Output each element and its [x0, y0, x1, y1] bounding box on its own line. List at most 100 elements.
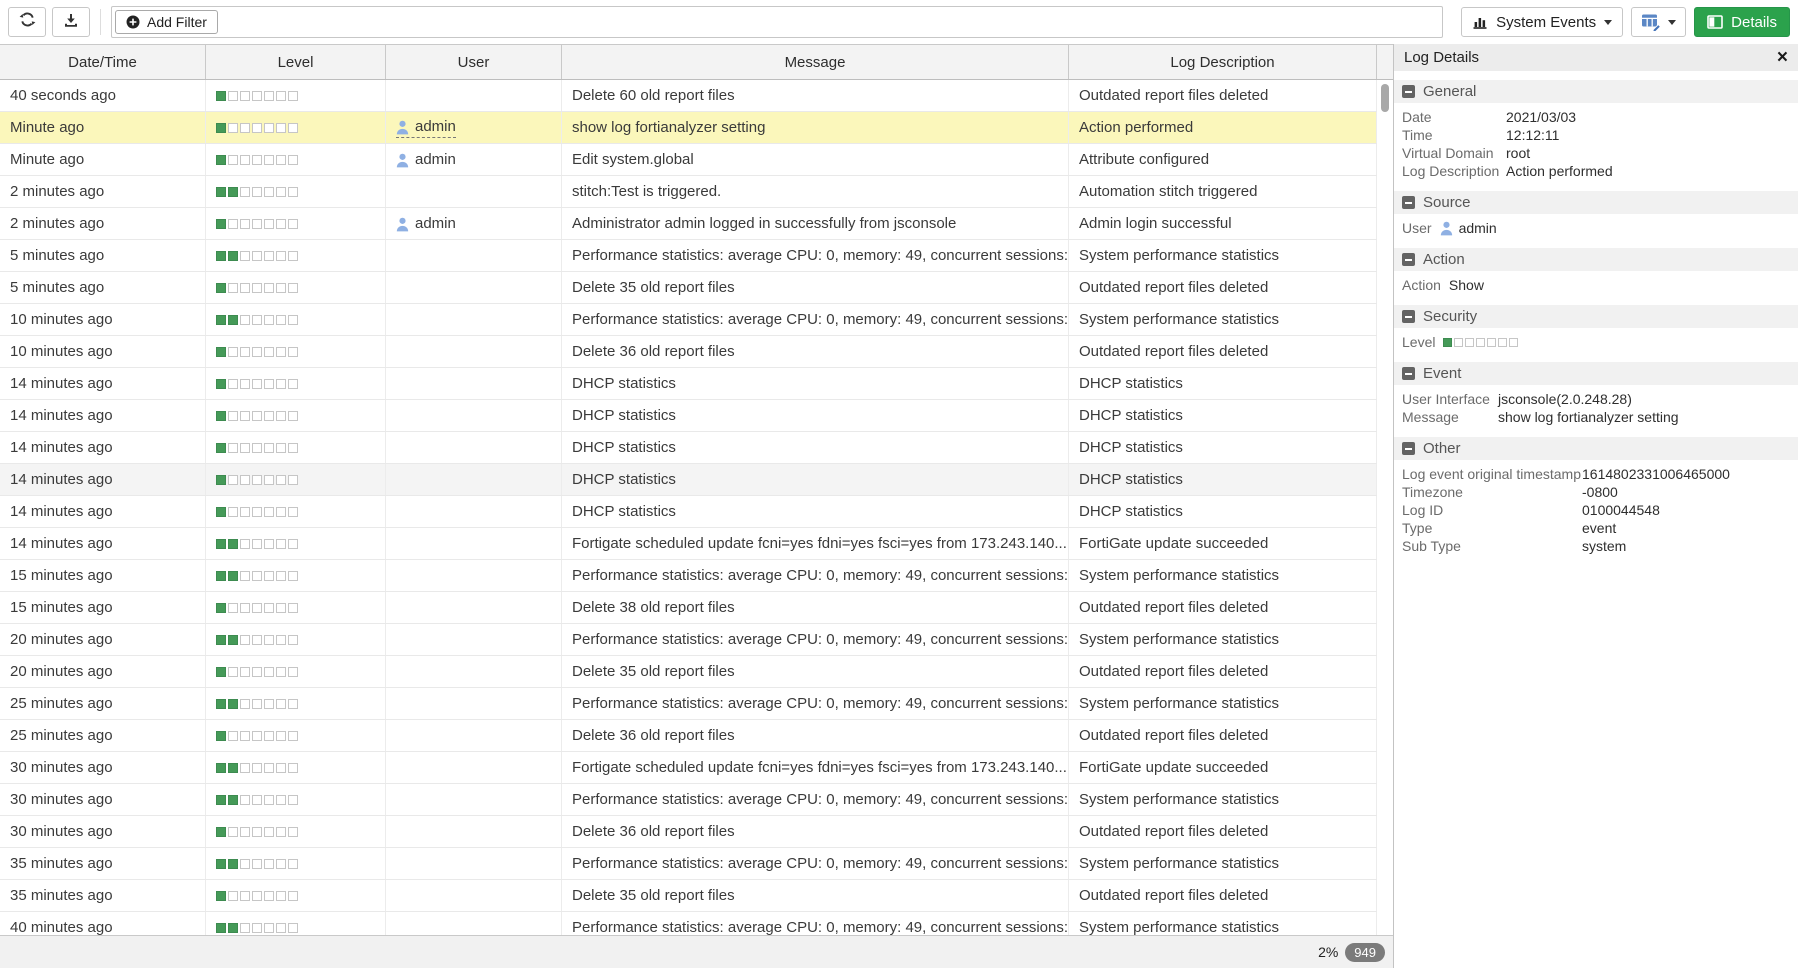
table-row[interactable]: Minute ago admin Edit system.global Attr… — [0, 144, 1377, 176]
field-value: jsconsole(2.0.248.28) — [1498, 391, 1632, 407]
cell-user — [386, 272, 562, 303]
section-header[interactable]: Event — [1394, 362, 1798, 385]
close-icon[interactable]: × — [1776, 47, 1788, 68]
table-row[interactable]: 30 minutes ago Performance statistics: a… — [0, 784, 1377, 816]
detail-field: Log event original timestamp 16148023310… — [1402, 465, 1798, 483]
level-bar — [216, 602, 298, 613]
cell-description: Admin login successful — [1069, 208, 1377, 239]
cell-level — [206, 720, 386, 751]
user-name: admin — [415, 215, 456, 232]
cell-user — [386, 464, 562, 495]
cell-description: Outdated report files deleted — [1069, 336, 1377, 367]
table-row[interactable]: 10 minutes ago Delete 36 old report file… — [0, 336, 1377, 368]
table-row[interactable]: 2 minutes ago stitch:Test is triggered. … — [0, 176, 1377, 208]
table-row[interactable]: 40 minutes ago Performance statistics: a… — [0, 912, 1377, 935]
refresh-button[interactable] — [8, 7, 46, 37]
field-value: admin — [1440, 219, 1497, 237]
cell-message: DHCP statistics — [562, 464, 1069, 495]
section-header[interactable]: Source — [1394, 191, 1798, 214]
table-row[interactable]: 14 minutes ago DHCP statistics DHCP stat… — [0, 400, 1377, 432]
section-header[interactable]: Security — [1394, 305, 1798, 328]
column-header-user[interactable]: User — [386, 45, 562, 79]
cell-level — [206, 336, 386, 367]
collapse-icon[interactable] — [1402, 310, 1415, 323]
details-button[interactable]: Details — [1694, 7, 1790, 37]
columns-icon — [1707, 15, 1723, 29]
level-bar — [216, 826, 298, 837]
table-row[interactable]: 40 seconds ago Delete 60 old report file… — [0, 80, 1377, 112]
table-row[interactable]: 20 minutes ago Delete 35 old report file… — [0, 656, 1377, 688]
cell-level — [206, 912, 386, 935]
table-row[interactable]: 25 minutes ago Performance statistics: a… — [0, 688, 1377, 720]
cell-datetime: 15 minutes ago — [0, 560, 206, 591]
table-row[interactable]: 25 minutes ago Delete 36 old report file… — [0, 720, 1377, 752]
main-area: Date/Time Level User Message Log Descrip… — [0, 44, 1798, 968]
cell-level — [206, 464, 386, 495]
table-row[interactable]: 15 minutes ago Performance statistics: a… — [0, 560, 1377, 592]
level-bar — [216, 218, 298, 229]
level-bar — [216, 474, 298, 485]
details-section: Other Log event original timestamp 16148… — [1394, 437, 1798, 557]
cell-message: stitch:Test is triggered. — [562, 176, 1069, 207]
section-header[interactable]: Action — [1394, 248, 1798, 271]
column-header-description[interactable]: Log Description — [1069, 45, 1377, 79]
collapse-icon[interactable] — [1402, 253, 1415, 266]
cell-message: Performance statistics: average CPU: 0, … — [562, 688, 1069, 719]
cell-description: Action performed — [1069, 112, 1377, 143]
table-row[interactable]: 30 minutes ago Fortigate scheduled updat… — [0, 752, 1377, 784]
table-row[interactable]: 10 minutes ago Performance statistics: a… — [0, 304, 1377, 336]
column-header-message[interactable]: Message — [562, 45, 1069, 79]
level-bar — [216, 698, 298, 709]
details-panel-body: General Date 2021/03/03 Time 12:12:11 Vi… — [1394, 71, 1798, 968]
cell-user — [386, 432, 562, 463]
column-header-datetime[interactable]: Date/Time — [0, 45, 206, 79]
table-row[interactable]: 20 minutes ago Performance statistics: a… — [0, 624, 1377, 656]
cell-level — [206, 592, 386, 623]
download-button[interactable] — [52, 7, 90, 37]
table-row[interactable]: Minute ago admin show log fortianalyzer … — [0, 112, 1377, 144]
table-row[interactable]: 35 minutes ago Performance statistics: a… — [0, 848, 1377, 880]
table-row[interactable]: 5 minutes ago Delete 35 old report files… — [0, 272, 1377, 304]
level-bar — [1443, 337, 1519, 347]
log-table: Date/Time Level User Message Log Descrip… — [0, 44, 1393, 968]
table-row[interactable]: 2 minutes ago admin Administrator admin … — [0, 208, 1377, 240]
vertical-scrollbar[interactable] — [1377, 80, 1393, 935]
field-label: Sub Type — [1402, 538, 1461, 554]
field-label: Virtual Domain — [1402, 145, 1494, 161]
collapse-icon[interactable] — [1402, 442, 1415, 455]
detail-field: Type event — [1402, 519, 1798, 537]
column-settings-button[interactable] — [1631, 7, 1687, 37]
table-row[interactable]: 14 minutes ago Fortigate scheduled updat… — [0, 528, 1377, 560]
scroll-percent: 2% — [1318, 944, 1339, 960]
field-label: Level — [1402, 334, 1436, 350]
table-row[interactable]: 14 minutes ago DHCP statistics DHCP stat… — [0, 496, 1377, 528]
table-row[interactable]: 14 minutes ago DHCP statistics DHCP stat… — [0, 432, 1377, 464]
level-bar — [216, 442, 298, 453]
table-row[interactable]: 5 minutes ago Performance statistics: av… — [0, 240, 1377, 272]
column-header-level[interactable]: Level — [206, 45, 386, 79]
user-name: admin — [415, 117, 456, 135]
section-header[interactable]: Other — [1394, 437, 1798, 460]
view-selector-button[interactable]: System Events — [1461, 7, 1624, 37]
collapse-icon[interactable] — [1402, 367, 1415, 380]
level-bar — [216, 314, 298, 325]
field-label: Log event original timestamp — [1402, 466, 1581, 482]
collapse-icon[interactable] — [1402, 196, 1415, 209]
cell-datetime: 25 minutes ago — [0, 720, 206, 751]
cell-user — [386, 752, 562, 783]
cell-datetime: 14 minutes ago — [0, 496, 206, 527]
table-row[interactable]: 15 minutes ago Delete 38 old report file… — [0, 592, 1377, 624]
user-icon — [1440, 221, 1453, 236]
table-row[interactable]: 35 minutes ago Delete 35 old report file… — [0, 880, 1377, 912]
table-row[interactable]: 30 minutes ago Delete 36 old report file… — [0, 816, 1377, 848]
section-header[interactable]: General — [1394, 80, 1798, 103]
filter-bar[interactable]: Add Filter — [111, 6, 1444, 38]
table-row[interactable]: 14 minutes ago DHCP statistics DHCP stat… — [0, 368, 1377, 400]
table-row[interactable]: 14 minutes ago DHCP statistics DHCP stat… — [0, 464, 1377, 496]
detail-field: Log Description Action performed — [1402, 162, 1798, 180]
add-filter-button[interactable]: Add Filter — [115, 10, 218, 34]
cell-level — [206, 240, 386, 271]
scrollbar-thumb[interactable] — [1381, 84, 1389, 112]
cell-description: Outdated report files deleted — [1069, 272, 1377, 303]
collapse-icon[interactable] — [1402, 85, 1415, 98]
